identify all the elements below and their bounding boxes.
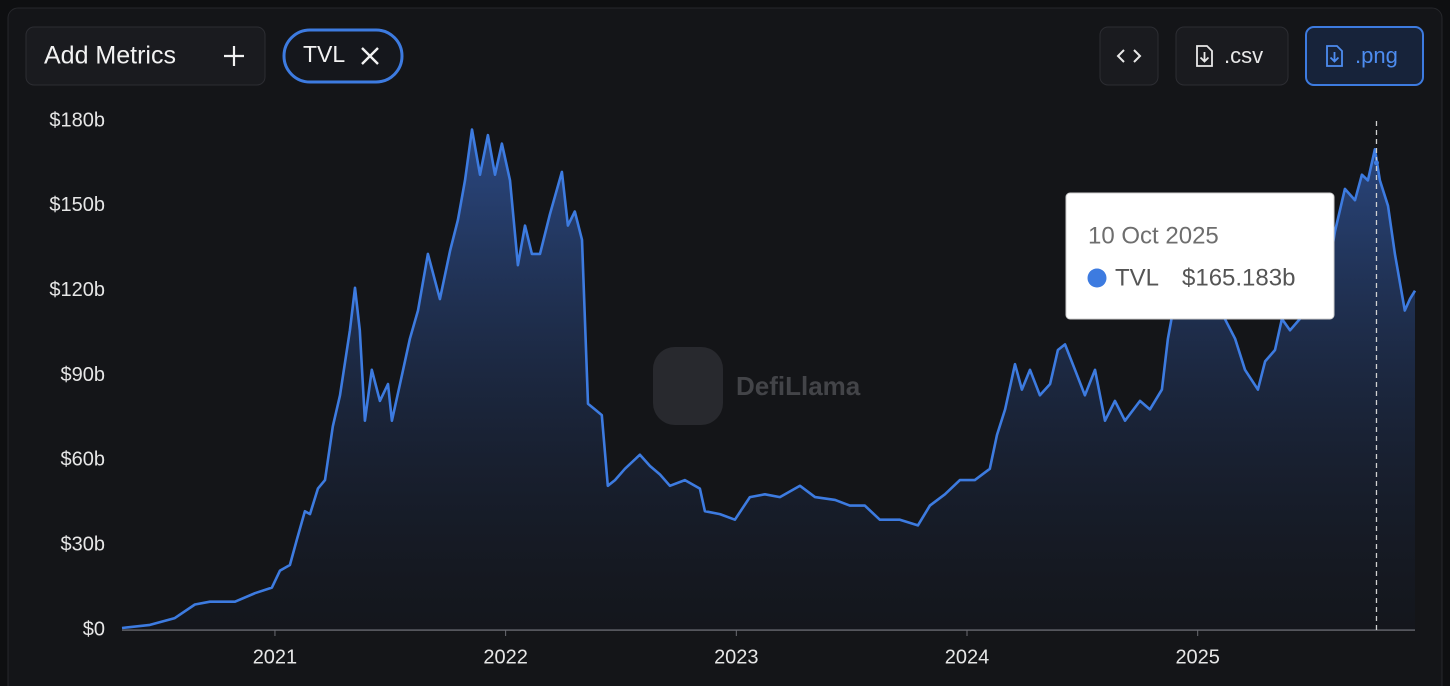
close-icon: [361, 47, 379, 65]
button-label: .csv: [1224, 43, 1263, 68]
metric-chip[interactable]: TVL: [282, 28, 404, 84]
button-label: Add Metrics: [44, 42, 176, 70]
download-icon: [1196, 45, 1213, 67]
tooltip: 10 Oct 2025 TVL $165.183b: [1065, 192, 1335, 320]
watermark: DefiLlama: [653, 347, 861, 425]
plus-icon: [224, 46, 244, 66]
x-tick-label: 2022: [483, 646, 528, 668]
x-tick-label: 2025: [1175, 646, 1220, 668]
y-tick-label: $30b: [61, 533, 106, 555]
watermark-text: DefiLlama: [736, 371, 861, 401]
tooltip-box: [1065, 192, 1335, 320]
add-metrics-button[interactable]: Add Metrics: [25, 26, 266, 86]
button-label: .png: [1355, 43, 1398, 68]
y-tick-label: $180b: [49, 109, 105, 131]
hover-point: [1373, 160, 1379, 166]
x-tick-label: 2023: [714, 646, 759, 668]
csv-button[interactable]: .csv: [1175, 26, 1289, 86]
embed-button[interactable]: [1099, 26, 1159, 86]
x-tick-label: 2024: [945, 646, 990, 668]
y-tick-label: $150b: [49, 194, 105, 216]
png-button[interactable]: .png: [1305, 26, 1424, 86]
series-line: [121, 128, 1417, 630]
area-fill: [122, 129, 1415, 630]
x-tick-label: 2021: [253, 646, 298, 668]
chip-frame: [282, 28, 404, 84]
plot-area: $0 $30b $60b $90b $120b $150b $180b 2021 2022 202…: [49, 109, 1417, 668]
tooltip-dot: [1087, 268, 1107, 288]
button-frame: [1305, 26, 1424, 86]
y-tick-label: $120b: [49, 279, 105, 301]
button-frame: [1099, 26, 1159, 86]
tooltip-date: 10 Oct 2025: [1088, 222, 1219, 249]
chip-label: TVL: [303, 41, 345, 67]
button-frame: [25, 26, 266, 86]
code-icon: [1116, 49, 1142, 63]
y-tick-label: $60b: [61, 449, 106, 471]
y-tick-label: $0: [83, 618, 105, 640]
y-tick-label: $90b: [61, 364, 106, 386]
watermark-logo: [653, 347, 723, 425]
tooltip-value: $165.183b: [1182, 264, 1295, 291]
download-icon: [1326, 45, 1343, 67]
tooltip-series: TVL: [1115, 264, 1159, 291]
button-frame: [1175, 26, 1289, 86]
